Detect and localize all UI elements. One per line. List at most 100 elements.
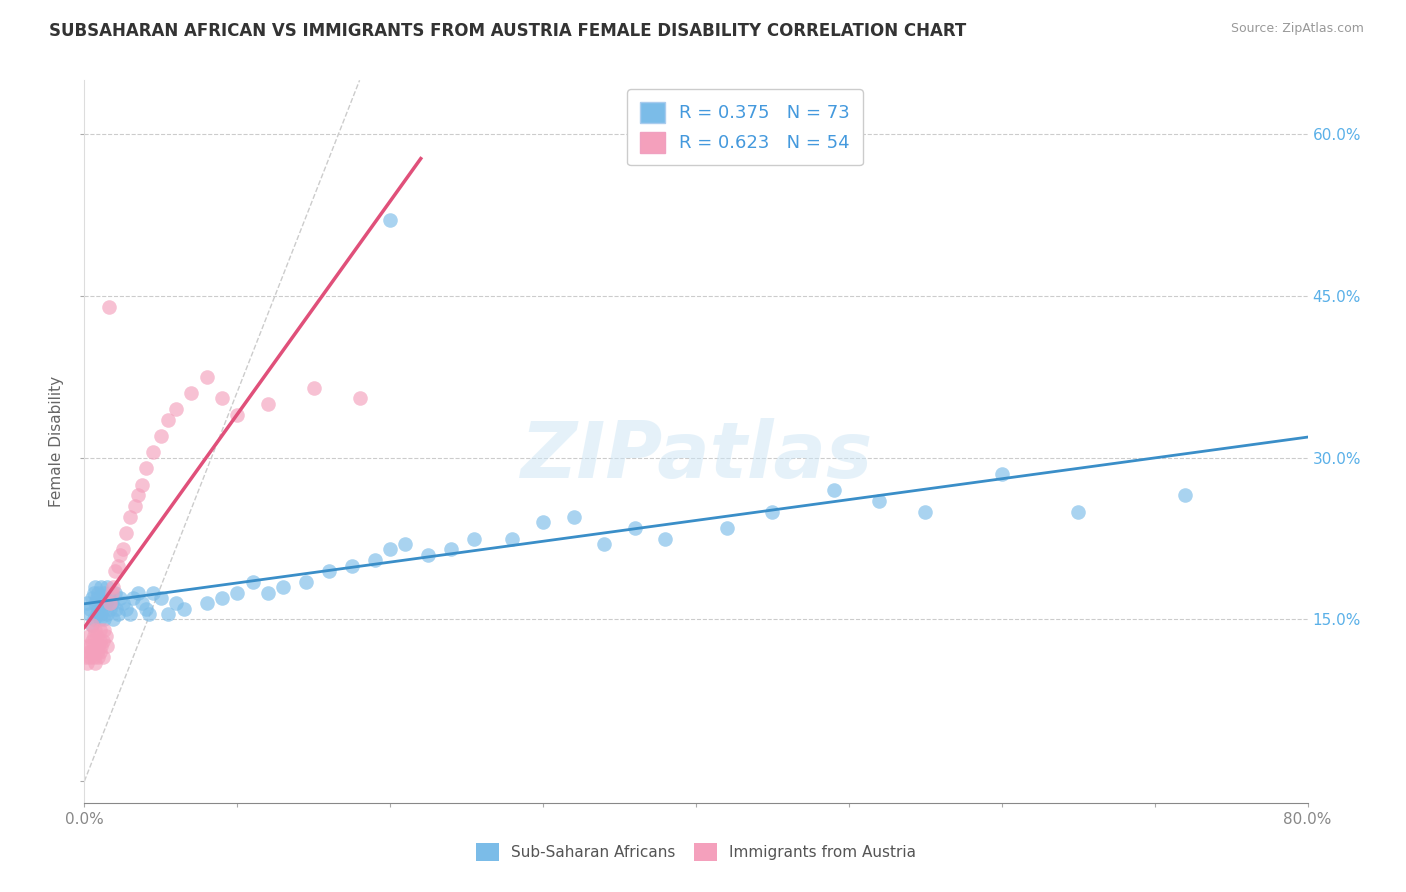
- Point: [87, 650, 110, 665]
- Point: [111, 596, 134, 610]
- Point: [76, 640, 98, 654]
- Point: [349, 392, 371, 406]
- Point: [89, 634, 111, 648]
- Point: [914, 505, 936, 519]
- Point: [149, 429, 172, 443]
- Point: [80, 618, 103, 632]
- Point: [257, 585, 280, 599]
- Point: [869, 493, 891, 508]
- Legend: Sub-Saharan Africans, Immigrants from Austria: Sub-Saharan Africans, Immigrants from Au…: [470, 837, 922, 867]
- Point: [79, 650, 101, 665]
- Point: [91, 591, 114, 605]
- Point: [98, 601, 121, 615]
- Point: [83, 629, 105, 643]
- Point: [135, 601, 157, 615]
- Point: [83, 585, 105, 599]
- Point: [87, 585, 110, 599]
- Point: [77, 629, 100, 643]
- Point: [89, 645, 111, 659]
- Point: [108, 591, 131, 605]
- Point: [80, 645, 103, 659]
- Point: [440, 542, 463, 557]
- Point: [195, 369, 218, 384]
- Point: [302, 381, 325, 395]
- Point: [124, 500, 146, 514]
- Point: [226, 585, 249, 599]
- Point: [131, 477, 153, 491]
- Point: [114, 601, 136, 615]
- Point: [138, 607, 160, 621]
- Point: [463, 532, 485, 546]
- Point: [86, 629, 108, 643]
- Point: [340, 558, 363, 573]
- Point: [1067, 505, 1090, 519]
- Point: [97, 591, 120, 605]
- Point: [77, 607, 100, 621]
- Point: [83, 650, 105, 665]
- Point: [90, 640, 112, 654]
- Point: [80, 591, 103, 605]
- Point: [418, 548, 440, 562]
- Point: [226, 408, 249, 422]
- Point: [562, 510, 585, 524]
- Point: [131, 596, 153, 610]
- Point: [654, 532, 676, 546]
- Point: [86, 591, 108, 605]
- Point: [86, 607, 108, 621]
- Point: [89, 624, 111, 638]
- Point: [364, 553, 387, 567]
- Point: [120, 607, 142, 621]
- Point: [295, 574, 318, 589]
- Point: [84, 580, 107, 594]
- Point: [180, 386, 202, 401]
- Point: [142, 445, 165, 459]
- Point: [93, 585, 115, 599]
- Point: [380, 542, 402, 557]
- Point: [93, 624, 115, 638]
- Point: [271, 580, 294, 594]
- Point: [75, 650, 97, 665]
- Point: [96, 607, 118, 621]
- Point: [149, 591, 172, 605]
- Point: [87, 601, 110, 615]
- Text: Source: ZipAtlas.com: Source: ZipAtlas.com: [1230, 22, 1364, 36]
- Point: [103, 612, 125, 626]
- Point: [165, 402, 187, 417]
- Point: [157, 413, 180, 427]
- Point: [107, 607, 129, 621]
- Point: [96, 640, 118, 654]
- Point: [101, 585, 124, 599]
- Point: [86, 645, 108, 659]
- Point: [80, 634, 103, 648]
- Point: [84, 656, 107, 670]
- Point: [394, 537, 416, 551]
- Point: [90, 580, 112, 594]
- Point: [98, 596, 121, 610]
- Point: [84, 596, 107, 610]
- Point: [127, 488, 149, 502]
- Point: [173, 601, 195, 615]
- Point: [101, 596, 124, 610]
- Point: [127, 585, 149, 599]
- Point: [89, 612, 111, 626]
- Point: [761, 505, 783, 519]
- Point: [103, 580, 125, 594]
- Point: [380, 213, 402, 227]
- Point: [87, 640, 110, 654]
- Point: [114, 526, 136, 541]
- Point: [84, 640, 107, 654]
- Point: [531, 516, 554, 530]
- Point: [90, 607, 112, 621]
- Point: [77, 645, 100, 659]
- Point: [84, 624, 107, 638]
- Point: [105, 601, 128, 615]
- Point: [242, 574, 264, 589]
- Point: [79, 640, 101, 654]
- Point: [111, 542, 134, 557]
- Text: ZIPatlas: ZIPatlas: [520, 418, 872, 494]
- Text: SUBSAHARAN AFRICAN VS IMMIGRANTS FROM AUSTRIA FEMALE DISABILITY CORRELATION CHAR: SUBSAHARAN AFRICAN VS IMMIGRANTS FROM AU…: [49, 22, 966, 40]
- Point: [97, 300, 120, 314]
- Point: [142, 585, 165, 599]
- Point: [823, 483, 845, 497]
- Point: [1174, 488, 1197, 502]
